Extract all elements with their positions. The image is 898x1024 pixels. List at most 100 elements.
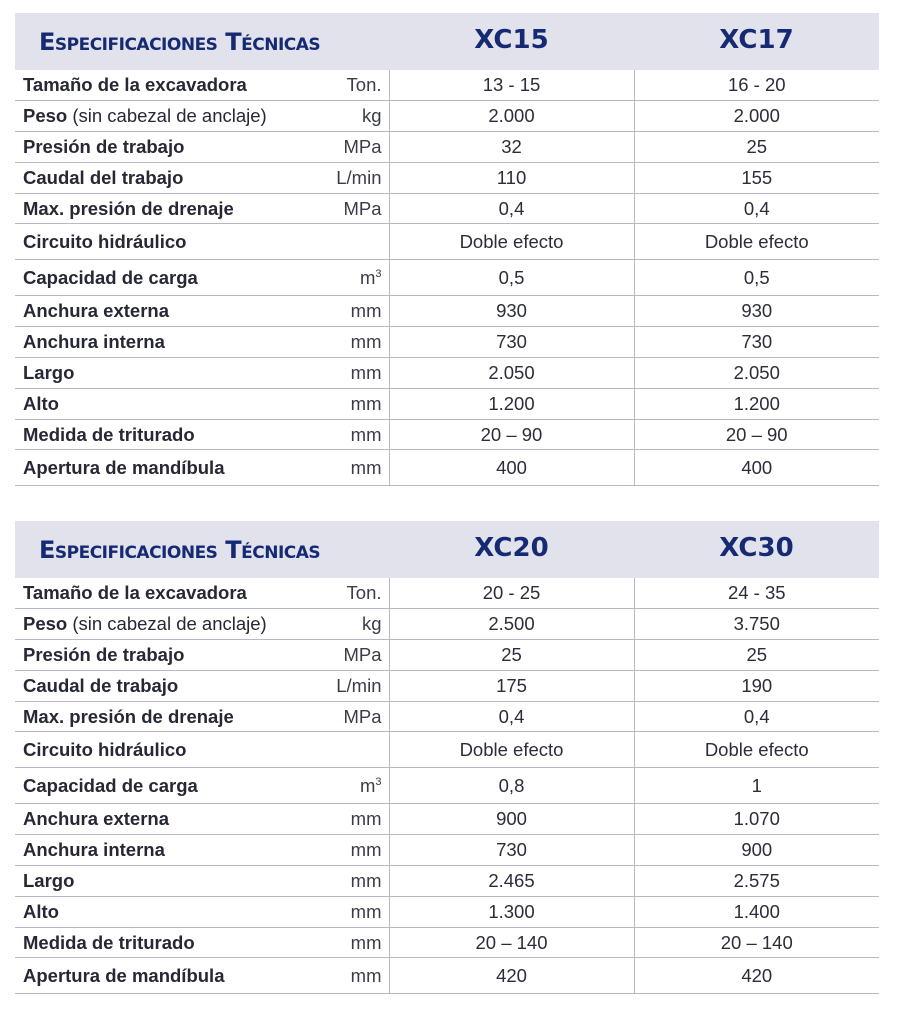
spec-row: Apertura de mandíbula mm 400 400 (15, 449, 879, 487)
spec-label-text: Tamaño de la excavadora (23, 582, 247, 604)
spec-value: 420 (389, 957, 635, 995)
spec-unit-text: MPa (343, 197, 382, 219)
spec-value: 0,5 (634, 259, 879, 297)
spec-row: Tamaño de la excavadora Ton. 13 - 15 16 - 2… (15, 70, 879, 102)
spec-unit: m3 (285, 259, 390, 297)
spec-label-text: Anchura externa (23, 300, 169, 322)
spec-unit-text: m (359, 774, 376, 796)
spec-label: Anchura interna (15, 326, 285, 359)
spec-value: 730 (389, 326, 635, 359)
spec-unit-text: kg (361, 613, 382, 635)
spec-unit-text: L/min (336, 674, 382, 696)
spec-label: Capacidad de carga (15, 259, 285, 297)
spec-value: 0,4 (389, 701, 635, 733)
spec-value: 2.000 (389, 100, 635, 133)
spec-value: 190 (634, 670, 879, 702)
spec-header: Especificaciones Técnicas XC15 XC17 (15, 13, 879, 70)
model-heading: XC15 (474, 25, 549, 55)
spec-row: Capacidad de carga m3 0,8 1 (15, 767, 879, 805)
spec-unit-text: m (359, 266, 376, 288)
spec-unit-text: mm (350, 869, 382, 891)
spec-label-text: Peso (23, 105, 68, 127)
spec-unit: MPa (285, 701, 390, 733)
spec-label: Presión de trabajo (15, 131, 285, 163)
spec-label-text: Capacidad de carga (23, 774, 198, 796)
spec-title: Especificaciones Técnicas (39, 536, 321, 564)
spec-row: Caudal de trabajo L/min 175 190 (15, 670, 879, 702)
spec-value: 32 (389, 131, 635, 163)
spec-label: Max. presión de drenaje (15, 701, 285, 733)
spec-unit: mm (285, 927, 390, 959)
spec-value: 930 (634, 295, 879, 328)
spec-unit: mm (285, 957, 390, 995)
spec-label: Peso (sin cabezal de anclaje) (15, 608, 285, 641)
spec-value: 0,4 (634, 701, 879, 733)
spec-unit-text: kg (361, 105, 382, 127)
model-heading: XC17 (719, 25, 794, 55)
spec-value: 0,8 (389, 767, 635, 805)
spec-label: Anchura externa (15, 295, 285, 328)
spec-label-text: Anchura externa (23, 808, 169, 830)
spec-value: 20 – 140 (389, 927, 635, 959)
spec-row: Alto mm 1.200 1.200 (15, 388, 879, 420)
spec-value: 900 (634, 834, 879, 867)
spec-row: Apertura de mandíbula mm 420 420 (15, 957, 879, 995)
spec-header: Especificaciones Técnicas XC20 XC30 (15, 521, 879, 578)
spec-unit: mm (285, 896, 390, 928)
spec-label: Circuito hidráulico (15, 223, 285, 261)
spec-label: Anchura interna (15, 834, 285, 867)
spec-value: 1.070 (634, 803, 879, 836)
model-heading: XC20 (474, 533, 549, 563)
spec-unit: MPa (285, 131, 390, 163)
spec-unit (285, 223, 390, 261)
spec-value: 16 - 20 (634, 70, 879, 102)
spec-label-text: Presión de trabajo (23, 135, 185, 157)
spec-label: Medida de triturado (15, 927, 285, 959)
spec-value: 2.000 (634, 100, 879, 133)
spec-row: Medida de triturado mm 20 – 90 20 – 90 (15, 419, 879, 451)
spec-unit-text: mm (350, 423, 382, 445)
spec-label-note: (sin cabezal de anclaje) (67, 613, 267, 635)
spec-row: Max. presión de drenaje MPa 0,4 0,4 (15, 701, 879, 733)
spec-label: Caudal de trabajo (15, 670, 285, 702)
spec-unit-text: mm (350, 900, 382, 922)
spec-label: Apertura de mandíbula (15, 449, 285, 487)
spec-unit: L/min (285, 162, 390, 194)
spec-label-text: Max. presión de drenaje (23, 197, 234, 219)
spec-label: Max. presión de drenaje (15, 193, 285, 225)
spec-unit: MPa (285, 639, 390, 671)
spec-label-text: Medida de triturado (23, 423, 195, 445)
spec-row: Capacidad de carga m3 0,5 0,5 (15, 259, 879, 297)
spec-label: Circuito hidráulico (15, 731, 285, 769)
spec-unit-text: mm (350, 300, 382, 322)
spec-label: Tamaño de la excavadora (15, 578, 285, 610)
spec-row: Peso (sin cabezal de anclaje) kg 2.500 3.75… (15, 608, 879, 641)
spec-label-text: Apertura de mandíbula (23, 964, 225, 986)
spec-value: 24 - 35 (634, 578, 879, 610)
spec-unit: mm (285, 803, 390, 836)
spec-row: Presión de trabajo MPa 25 25 (15, 639, 879, 671)
spec-label: Anchura externa (15, 803, 285, 836)
spec-unit-text: mm (350, 808, 382, 830)
spec-unit-text: MPa (343, 135, 382, 157)
spec-row: Caudal del trabajo L/min 110 155 (15, 162, 879, 194)
spec-value: 2.465 (389, 865, 635, 897)
spec-grid: Tamaño de la excavadora Ton. 13 - 15 16 - 2… (15, 70, 879, 487)
spec-unit: MPa (285, 193, 390, 225)
spec-label-text: Alto (23, 900, 59, 922)
spec-unit: mm (285, 357, 390, 389)
spec-unit: mm (285, 865, 390, 897)
spec-unit-text: MPa (343, 705, 382, 727)
spec-label: Tamaño de la excavadora (15, 70, 285, 102)
spec-table-xc15-xc17: Especificaciones Técnicas XC15 XC17 Tama… (15, 13, 879, 487)
spec-value: 730 (389, 834, 635, 867)
spec-label-text: Circuito hidráulico (23, 738, 187, 760)
spec-label: Alto (15, 388, 285, 420)
spec-unit-text: L/min (336, 166, 382, 188)
spec-unit: kg (285, 608, 390, 641)
spec-label: Peso (sin cabezal de anclaje) (15, 100, 285, 133)
spec-label-text: Tamaño de la excavadora (23, 74, 247, 96)
spec-value: 175 (389, 670, 635, 702)
spec-unit-text: Ton. (346, 582, 382, 604)
spec-value: 930 (389, 295, 635, 328)
